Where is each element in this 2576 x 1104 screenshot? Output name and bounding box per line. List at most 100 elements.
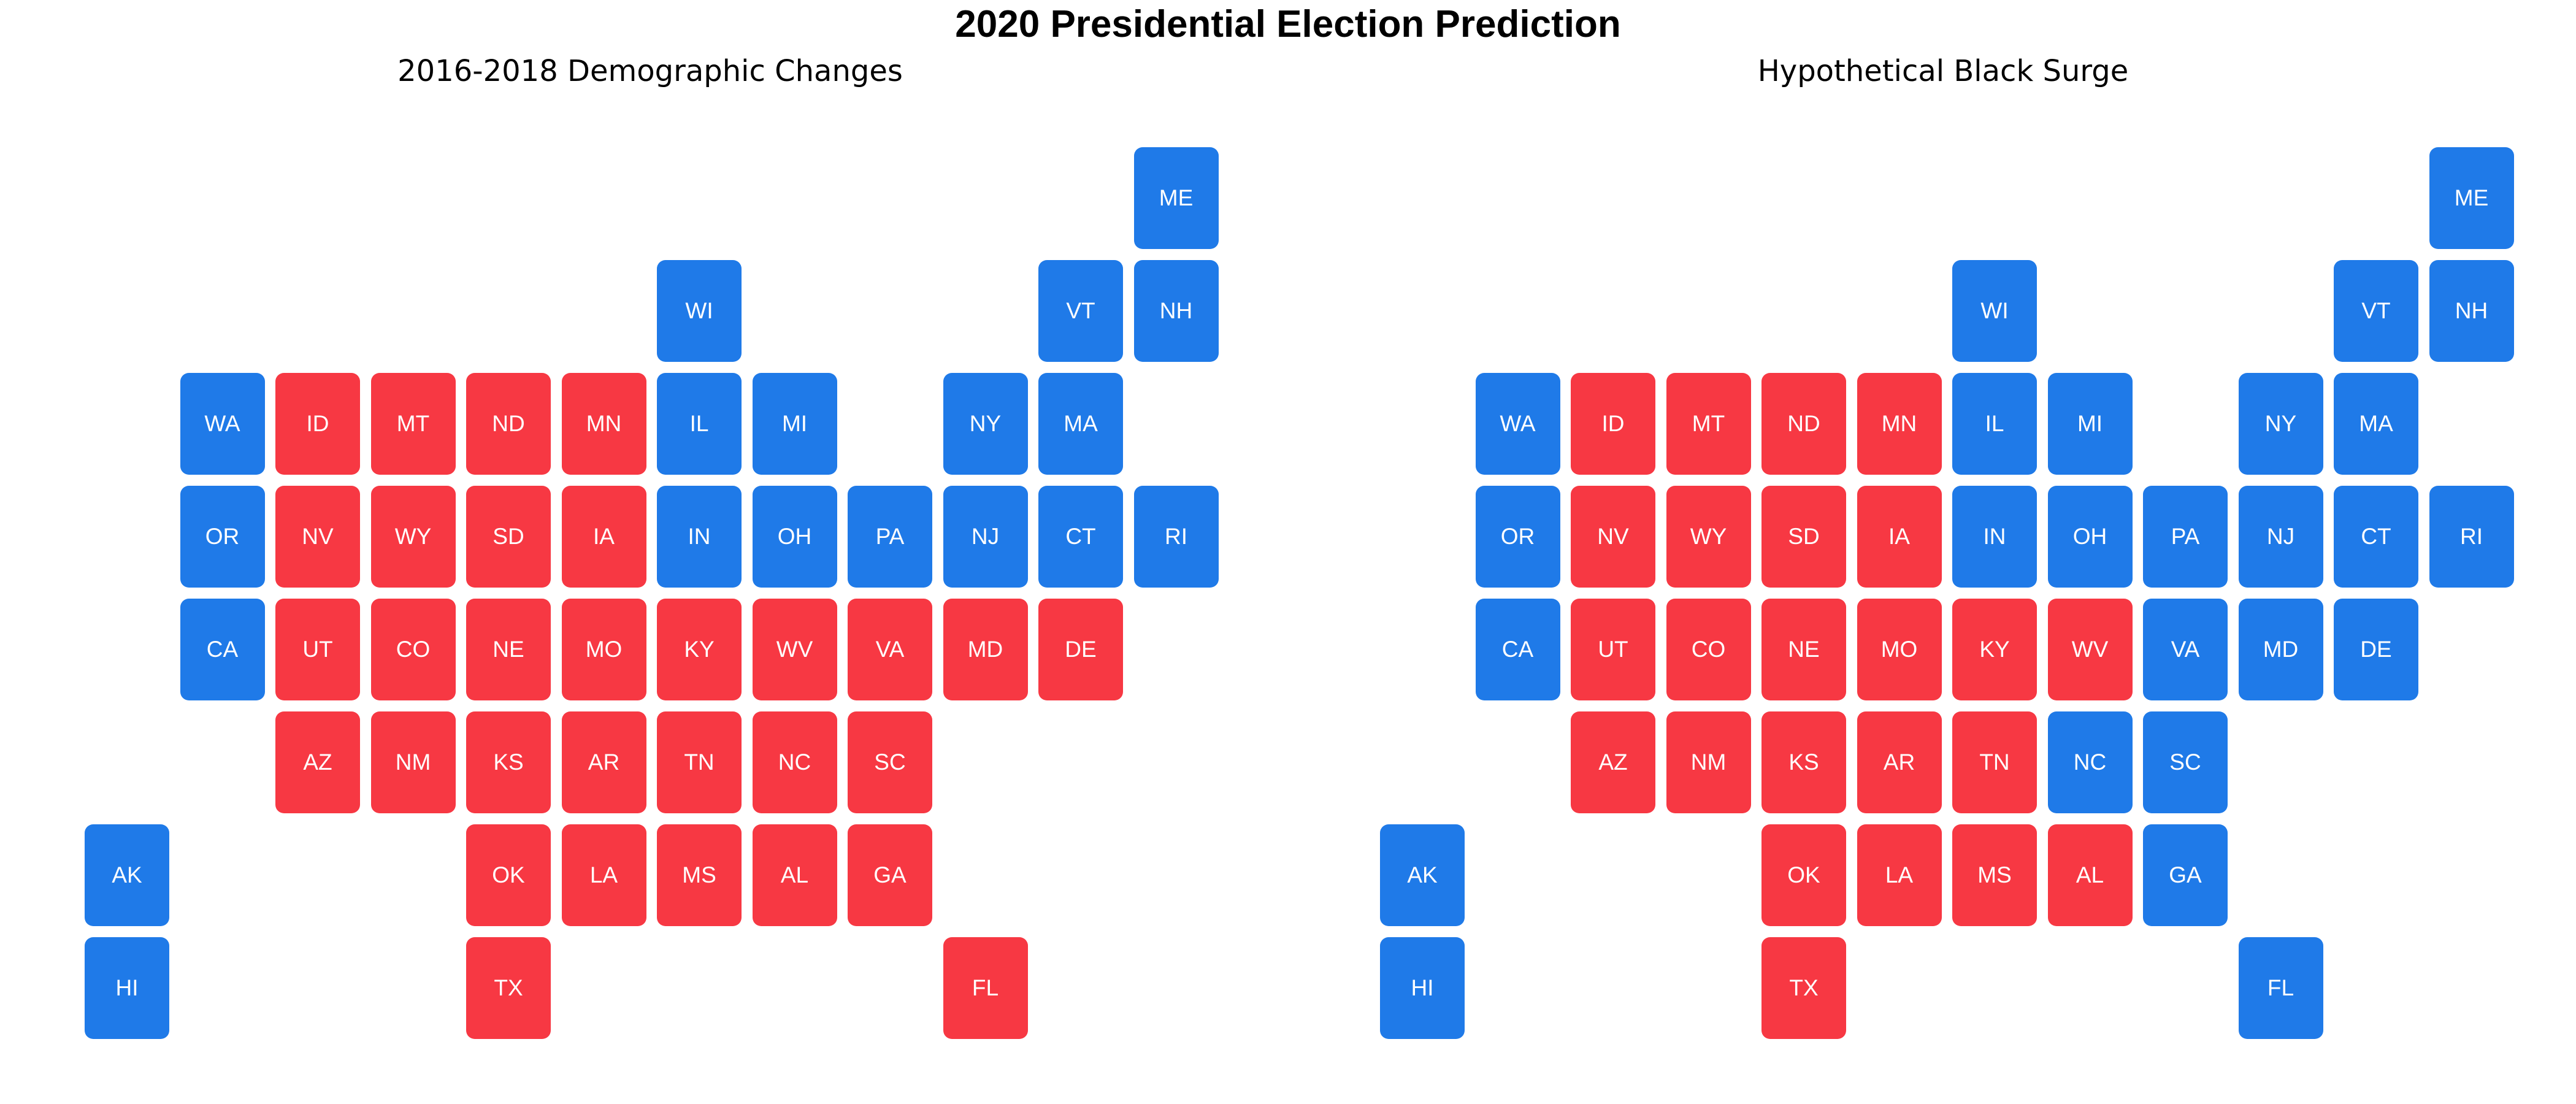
state-tile-ia: IA [1857,486,1942,588]
state-tile-ca: CA [1475,599,1560,700]
state-tile-ma: MA [2334,373,2418,475]
state-tile-ut: UT [275,599,360,700]
state-tile-sc: SC [2143,711,2228,813]
state-tile-ak: AK [85,824,169,926]
state-tile-al: AL [2047,824,2133,926]
state-tile-vt: VT [1038,260,1123,362]
state-tile-ky: KY [657,599,742,700]
state-tile-wa: WA [180,373,265,475]
state-tile-mn: MN [1857,373,1942,475]
state-tile-nc: NC [752,711,837,813]
state-tile-md: MD [943,599,1028,700]
state-tile-ct: CT [2334,486,2418,588]
state-tile-ks: KS [466,711,551,813]
state-tile-az: AZ [275,711,360,813]
state-tile-ok: OK [466,824,551,926]
state-tile-mi: MI [2047,373,2133,475]
state-tile-nd: ND [466,373,551,475]
state-tile-wv: WV [2047,599,2133,700]
state-tile-ar: AR [561,711,646,813]
state-tile-al: AL [752,824,837,926]
state-tile-ga: GA [848,824,932,926]
state-tile-ms: MS [657,824,742,926]
state-tile-nh: NH [1133,260,1219,362]
state-tile-vt: VT [2334,260,2418,362]
state-tile-fl: FL [2238,937,2323,1039]
state-tile-ok: OK [1761,824,1846,926]
state-tile-nj: NJ [2238,486,2323,588]
state-tile-md: MD [2238,599,2323,700]
state-tile-or: OR [180,486,265,588]
state-tile-in: IN [657,486,742,588]
state-tile-pa: PA [848,486,932,588]
state-tile-me: ME [1133,147,1219,249]
state-tile-ia: IA [561,486,646,588]
state-tile-ny: NY [2238,373,2323,475]
state-tile-nm: NM [370,711,456,813]
state-tile-la: LA [561,824,646,926]
state-tile-in: IN [1952,486,2037,588]
state-tile-ri: RI [2429,486,2514,588]
state-tile-nv: NV [275,486,360,588]
state-tile-nj: NJ [943,486,1028,588]
state-tile-nh: NH [2429,260,2514,362]
state-tile-la: LA [1857,824,1942,926]
state-tile-ms: MS [1952,824,2037,926]
state-tile-mn: MN [561,373,646,475]
state-tile-ca: CA [180,599,265,700]
state-tile-me: ME [2429,147,2514,249]
state-tile-ut: UT [1571,599,1655,700]
state-tile-de: DE [1038,599,1123,700]
state-tile-nc: NC [2047,711,2133,813]
state-tile-az: AZ [1571,711,1655,813]
state-tile-mo: MO [1857,599,1942,700]
state-tile-wi: WI [1952,260,2037,362]
state-tile-fl: FL [943,937,1028,1039]
state-tile-oh: OH [752,486,837,588]
state-tile-co: CO [370,599,456,700]
state-tile-ks: KS [1761,711,1846,813]
state-tile-ar: AR [1857,711,1942,813]
state-tile-ky: KY [1952,599,2037,700]
state-tile-ne: NE [466,599,551,700]
state-tile-wy: WY [1666,486,1751,588]
state-tile-co: CO [1666,599,1751,700]
page-title: 2020 Presidential Election Prediction [955,3,1621,45]
state-tile-tx: TX [466,937,551,1039]
state-tile-mt: MT [1666,373,1751,475]
state-tile-oh: OH [2047,486,2133,588]
state-tile-ny: NY [943,373,1028,475]
state-tile-id: ID [1571,373,1655,475]
state-tile-hi: HI [1380,937,1465,1039]
state-tile-ma: MA [1038,373,1123,475]
map-title-black-surge: Hypothetical Black Surge [1757,54,2129,88]
state-tile-ct: CT [1038,486,1123,588]
state-tile-wa: WA [1475,373,1560,475]
state-tile-wy: WY [370,486,456,588]
state-tile-pa: PA [2143,486,2228,588]
state-tile-tn: TN [657,711,742,813]
state-tile-hi: HI [85,937,169,1039]
state-tile-ak: AK [1380,824,1465,926]
state-tile-mi: MI [752,373,837,475]
state-tile-ga: GA [2143,824,2228,926]
state-tile-mo: MO [561,599,646,700]
state-tile-nm: NM [1666,711,1751,813]
state-tile-nv: NV [1571,486,1655,588]
state-tile-nd: ND [1761,373,1846,475]
state-tile-va: VA [848,599,932,700]
state-tile-va: VA [2143,599,2228,700]
state-tile-de: DE [2334,599,2418,700]
state-tile-tx: TX [1761,937,1846,1039]
state-tile-sd: SD [466,486,551,588]
state-tile-wv: WV [752,599,837,700]
state-tile-ne: NE [1761,599,1846,700]
map-title-demographic-changes: 2016-2018 Demographic Changes [397,54,903,88]
state-tile-sd: SD [1761,486,1846,588]
state-tile-mt: MT [370,373,456,475]
state-tile-il: IL [1952,373,2037,475]
state-tile-wi: WI [657,260,742,362]
state-tile-il: IL [657,373,742,475]
